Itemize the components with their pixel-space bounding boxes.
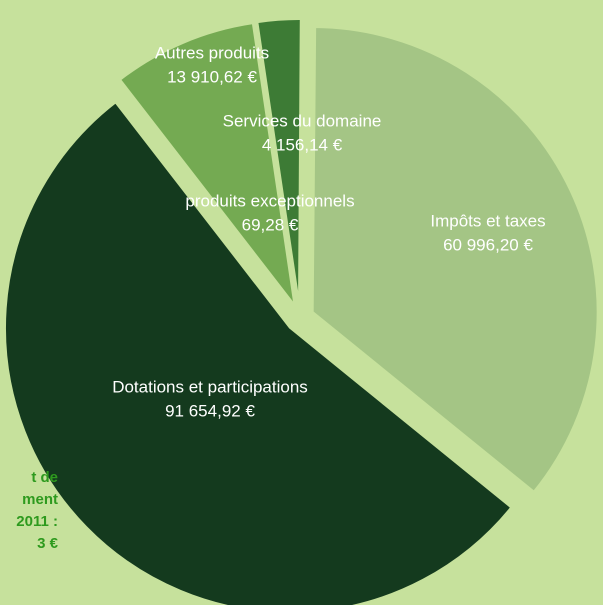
slice-label: Autres produits: [155, 43, 269, 62]
pie-slice: [299, 17, 304, 305]
slice-label: Services du domaine: [223, 111, 382, 130]
slice-value: 69,28 €: [242, 215, 299, 234]
pie-slice: [311, 26, 599, 494]
slice-label: produits exceptionnels: [185, 191, 354, 210]
slice-value: 60 996,20 €: [443, 235, 533, 254]
slice-label: Dotations et participations: [112, 377, 308, 396]
slice-value: 13 910,62 €: [167, 67, 257, 86]
annotation: t de: [31, 469, 58, 486]
pie-slice: [4, 100, 513, 605]
annotation: 3 €: [37, 535, 59, 552]
slice-value: 91 654,92 €: [165, 401, 255, 420]
annotation: 2011 :: [16, 513, 58, 530]
annotation: ment: [22, 491, 58, 508]
slice-value: 4 156,14 €: [262, 135, 343, 154]
pie-slice: [256, 18, 302, 305]
pie-slice: [118, 22, 297, 309]
slice-label: Impôts et taxes: [430, 211, 545, 230]
